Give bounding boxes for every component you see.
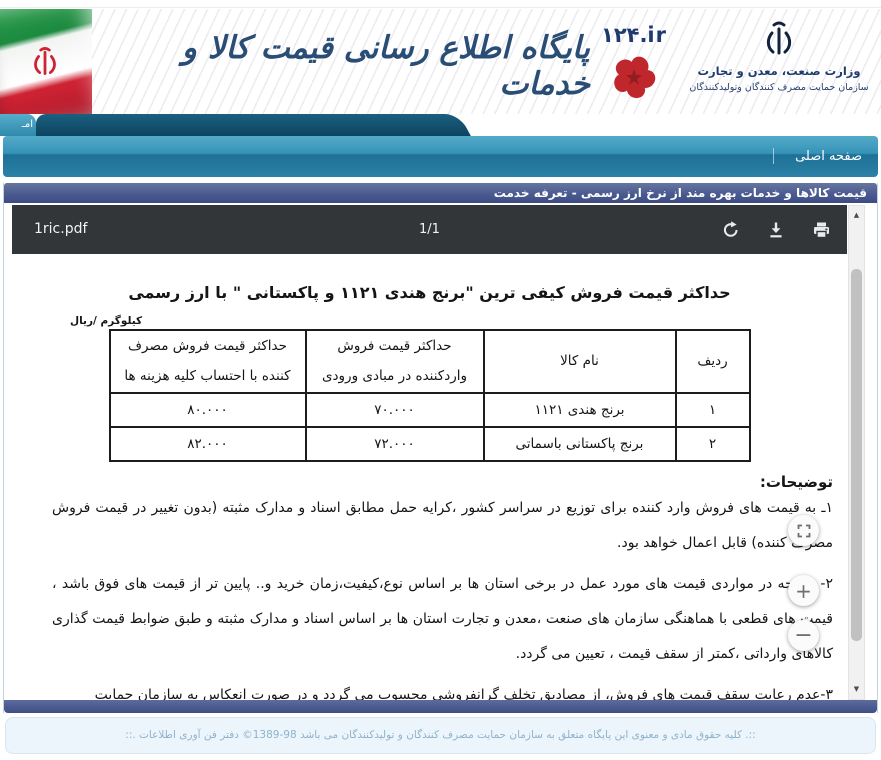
footer-copyright: ::. کلیه حقوق مادی و معنوی این پایگاه مت… [5,717,876,754]
scroll-down-icon[interactable]: ▼ [853,685,860,693]
scrollbar-thumb[interactable] [851,269,862,641]
note-1: ۱ـ به قیمت های فروش وارد کننده برای توزی… [52,500,833,551]
col-header-radif: ردیف [674,329,751,394]
col-header-import-price: حداکثر قیمت فروش واردکننده در مبادی ورود… [304,329,485,394]
table-row: ۱ برنج هندی ۱۱۲۱ ۷۰.۰۰۰ ۸۰.۰۰۰ [108,392,751,428]
header-banner: پایگاه اطلاع رسانی قیمت کالا و خدمات ۱۲۴… [0,9,881,114]
main-navbar: صفحه اصلی [3,136,878,177]
fit-page-icon [797,524,810,537]
price-table: ردیف نام کالا حداکثر قیمت فروش واردکننده… [108,329,751,462]
tab-fragment[interactable]: امـ [0,114,36,136]
panel-title-bar: قیمت کالاها و خدمات بهره مند از نرخ ارز … [4,183,877,203]
note-2: ۲- چنانچه در مواردی قیمت های مورد عمل در… [52,576,833,662]
pdf-filename: 1ric.pdf [34,221,88,237]
cell-radif: ۲ [674,426,751,462]
logo-124-text: ۱۲۴.ir [601,23,667,47]
cell-product: برنج پاکستانی باسماتی [482,426,677,462]
zoom-in-button[interactable]: + [788,575,819,606]
document-title: حداکثر قیمت فروش کیفی ترین "برنج هندی ۱۱… [128,283,731,302]
pdf-toolbar: 1ric.pdf 1/1 [12,205,847,254]
pdf-viewer: 1ric.pdf 1/1 [12,205,847,700]
notes-heading: توضیحات: [759,473,833,491]
table-row: ۲ برنج پاکستانی باسماتی ۷۲.۰۰۰ ۸۲.۰۰۰ [108,426,751,462]
iran-emblem-icon [766,21,792,55]
pdf-page: حداکثر قیمت فروش کیفی ترین "برنج هندی ۱۱… [12,254,847,700]
ministry-logo-block: وزارت صنعت، معدن و تجارت سازمان حمایت مص… [686,19,872,93]
cell-product: برنج هندی ۱۱۲۱ [482,392,677,428]
table-header-row: ردیف نام کالا حداکثر قیمت فروش واردکننده… [108,329,751,394]
iran-flag-emblem-icon [34,47,56,76]
col-header-product: نام کالا [482,329,677,394]
download-icon[interactable] [766,220,786,240]
nav-separator [773,148,774,164]
nav-item-home[interactable]: صفحه اصلی [795,149,862,164]
iran-flag-image [0,9,92,114]
cell-radif: ۱ [674,392,751,428]
cell-consumer-price: ۸۰.۰۰۰ [108,392,307,428]
zoom-out-button[interactable]: − [788,620,819,651]
organization-name: سازمان حمایت مصرف کنندگان وتولیدکنندگان [689,82,869,93]
print-icon[interactable] [811,220,831,240]
cell-consumer-price: ۸۲.۰۰۰ [108,426,307,462]
active-tab[interactable] [36,114,450,136]
site-title-calligraphy: پایگاه اطلاع رسانی قیمت کالا و خدمات [182,30,590,102]
panel-bottom-bar [4,700,877,713]
fit-page-button[interactable] [788,515,819,546]
content-panel: قیمت کالاها و خدمات بهره مند از نرخ ارز … [3,183,878,713]
rotate-icon[interactable] [721,220,741,240]
scroll-up-icon[interactable]: ▲ [853,211,860,219]
unit-label: کیلوگرم /ریال [70,315,143,327]
pdf-page-indicator: 1/1 [419,222,440,237]
logo-124: ۱۲۴.ir [592,23,676,109]
ministry-name: وزارت صنعت، معدن و تجارت [697,64,861,78]
top-strip [0,0,881,8]
note-3: ۳-عدم رعایت سقف قیمت های فروش، از مصادیق… [94,687,833,700]
cell-import-price: ۷۲.۰۰۰ [304,426,485,462]
col-header-consumer-price: حداکثر قیمت فروش مصرف کننده با احتساب کل… [108,329,307,394]
pdf-scrollbar[interactable]: ▲ ▼ [848,205,865,700]
star-flower-icon [610,56,658,102]
cell-import-price: ۷۰.۰۰۰ [304,392,485,428]
